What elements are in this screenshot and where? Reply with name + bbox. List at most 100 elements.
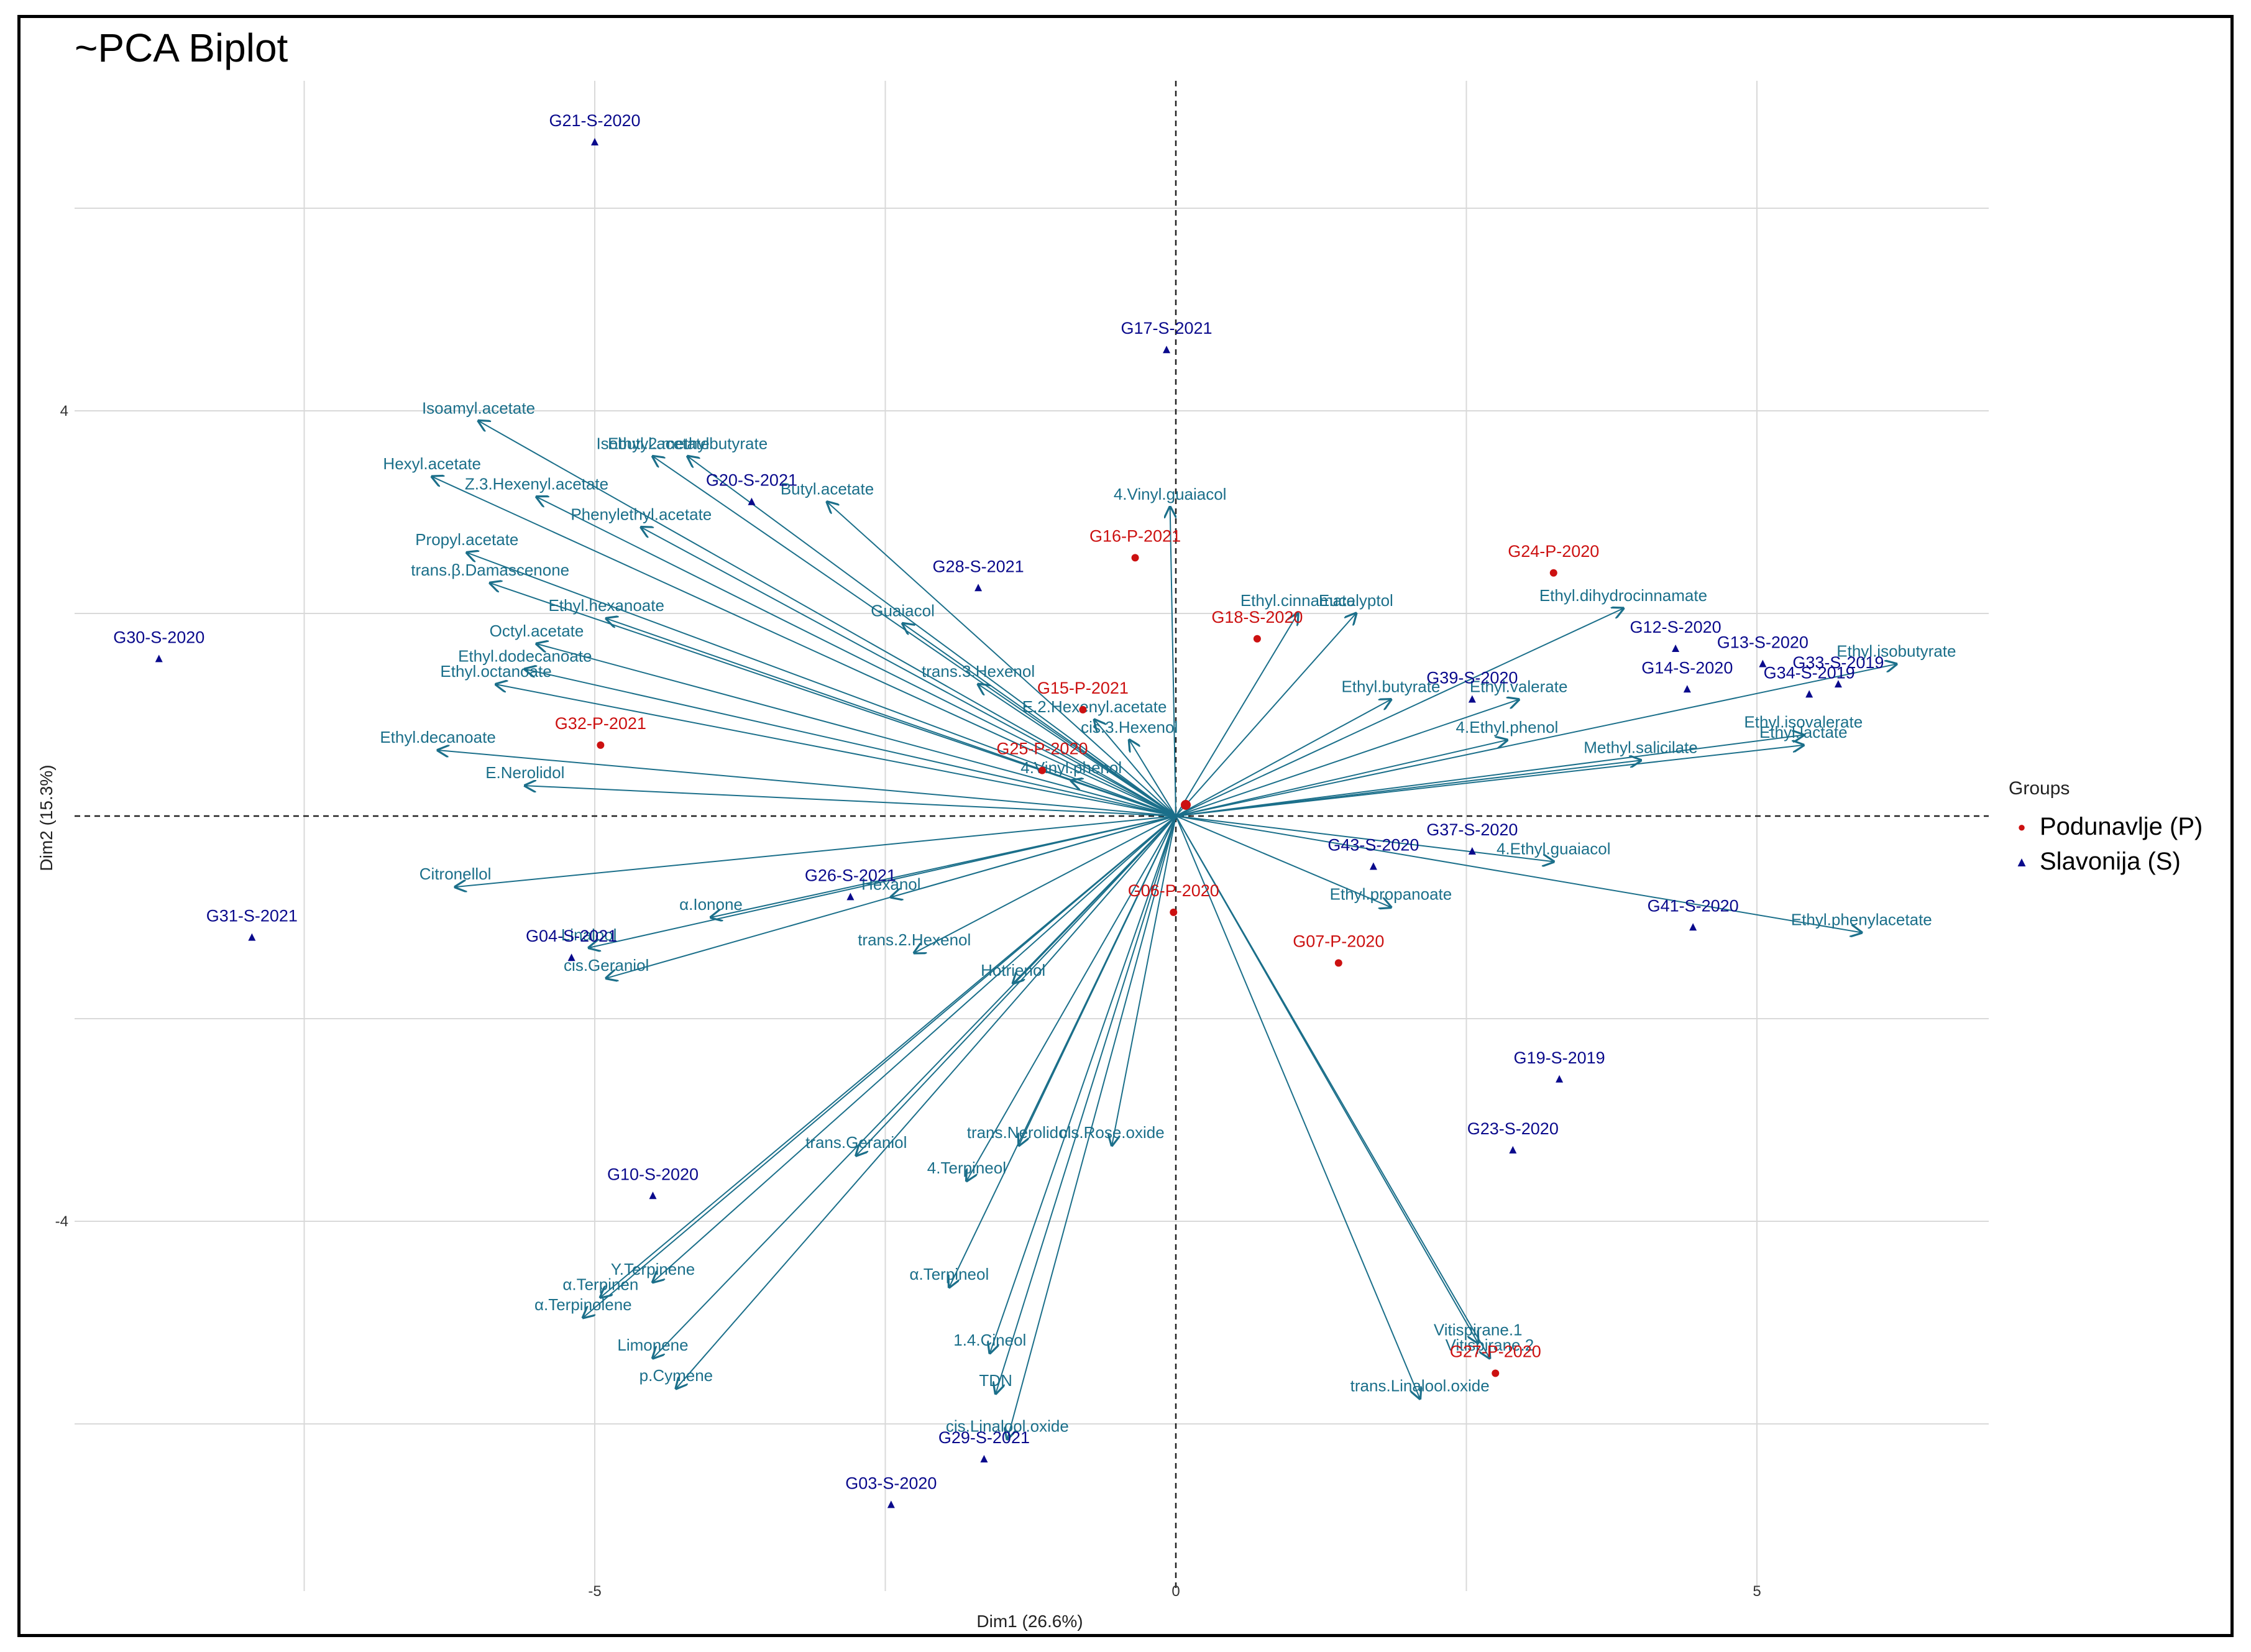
variable-label: Ethyl.isobutyrate xyxy=(1836,642,1956,661)
variable-label: Ethyl.decanoate xyxy=(380,728,495,746)
point-label: G20-S-2021 xyxy=(706,471,797,490)
variable-label: α.Terpinolene xyxy=(534,1295,632,1314)
x-axis-label: Dim1 (26.6%) xyxy=(976,1612,1083,1631)
point-label: G07-P-2020 xyxy=(1293,932,1384,950)
variable-arrow xyxy=(1175,815,1391,907)
variable-label: Ethyl.butyrate xyxy=(1341,677,1440,696)
variable-arrow xyxy=(1175,608,1623,817)
variable-label: trans.2.Hexenol xyxy=(858,930,971,949)
point-slavonija xyxy=(591,138,598,146)
variable-arrow xyxy=(1129,740,1176,817)
chart-title: ~PCA Biplot xyxy=(75,25,288,70)
variable-arrow xyxy=(914,815,1176,953)
variable-label: Linalool xyxy=(561,925,617,944)
variable-arrow xyxy=(1071,781,1176,817)
variable-arrow xyxy=(827,502,1176,817)
variable-label: E.Nerolidol xyxy=(485,763,564,782)
point-label: G37-S-2020 xyxy=(1426,820,1518,839)
variable-label: cis.3.Hexenol xyxy=(1081,718,1178,737)
variable-arrow xyxy=(966,815,1176,1181)
point-label: G39-S-2020 xyxy=(1426,669,1518,687)
variable-label: Vitispirane.2 xyxy=(1446,1336,1534,1354)
point-label: G33-S-2019 xyxy=(1792,653,1884,672)
point-slavonija xyxy=(980,1455,988,1463)
point-label: G15-P-2021 xyxy=(1037,679,1129,697)
group-centroid-podunavlje xyxy=(1181,800,1191,810)
variable-label: 1.4.Cineol xyxy=(953,1331,1026,1349)
point-slavonija xyxy=(887,1500,895,1508)
variable-arrow xyxy=(496,684,1176,817)
point-label: G21-S-2020 xyxy=(549,111,640,130)
x-tick-label: 0 xyxy=(1171,1583,1180,1600)
variable-label: 4.Terpineol xyxy=(927,1159,1006,1177)
point-slavonija xyxy=(1468,847,1476,855)
point-label: G19-S-2019 xyxy=(1514,1049,1605,1067)
point-label: G26-S-2021 xyxy=(805,866,896,884)
variable-arrow xyxy=(676,815,1176,1388)
variable-label: cis.Geraniol xyxy=(564,956,649,975)
variable-label: Isobutyl.acetate xyxy=(596,434,709,452)
variable-label: trans.Linalool.oxide xyxy=(1350,1376,1490,1395)
variable-label: Ethyl.propanoate xyxy=(1330,885,1452,904)
variable-label: Eucalyptol xyxy=(1319,591,1393,610)
variable-arrow xyxy=(525,786,1176,817)
variable-label: Ethyl.2.methylbutyrate xyxy=(608,434,768,452)
point-podunavlje xyxy=(597,741,605,749)
variable-label: Ethyl.cinnamate xyxy=(1240,591,1355,610)
point-slavonija xyxy=(846,893,855,901)
variable-arrow xyxy=(583,815,1176,1318)
point-label: G13-S-2020 xyxy=(1717,633,1809,652)
point-slavonija xyxy=(1689,923,1697,931)
point-slavonija xyxy=(1163,346,1171,354)
point-podunavlje xyxy=(1038,766,1046,774)
variable-arrow xyxy=(432,477,1176,817)
point-slavonija xyxy=(649,1191,657,1200)
variable-arrow xyxy=(1175,664,1896,817)
variable-arrow xyxy=(1175,700,1519,817)
triangle-icon: ▲ xyxy=(2015,853,2029,870)
point-label: G29-S-2021 xyxy=(938,1428,1030,1447)
variable-label: α.Ionone xyxy=(679,895,743,914)
variable-arrow xyxy=(1175,700,1391,817)
point-label: G03-S-2020 xyxy=(845,1474,937,1492)
variable-label: trans.Geraniol xyxy=(805,1133,907,1152)
variable-arrow xyxy=(856,815,1176,1155)
individual-points: G16-P-2021 G24-P-2020 G18-S-2020 G15-P-2021… xyxy=(113,111,1884,1508)
variable-arrow xyxy=(1175,815,1861,932)
variable-label: Citronellol xyxy=(419,865,492,883)
variable-label: Ethyl.valerate xyxy=(1470,677,1568,696)
point-podunavlje xyxy=(1131,554,1139,562)
y-tick-label: -4 xyxy=(55,1213,68,1230)
variable-arrow xyxy=(653,815,1176,1282)
point-slavonija xyxy=(974,584,983,592)
variable-label: Limonene xyxy=(617,1336,688,1354)
point-label: G41-S-2020 xyxy=(1648,896,1739,915)
point-label: G04-S-2021 xyxy=(526,927,617,945)
axes: -5 0 5 -4 4 xyxy=(55,81,1989,1600)
variable-label: Z.3.Hexenyl.acetate xyxy=(465,475,608,493)
point-label: G43-S-2020 xyxy=(1327,836,1419,855)
x-tick-label: 5 xyxy=(1753,1583,1761,1600)
x-tick-label: -5 xyxy=(588,1583,601,1600)
variable-arrow xyxy=(1007,815,1176,1439)
variable-label: 4.Vinyl.guaiacol xyxy=(1114,485,1227,503)
point-label: G10-S-2020 xyxy=(607,1165,699,1183)
point-podunavlje xyxy=(1549,569,1557,577)
variable-label: Hexyl.acetate xyxy=(383,454,481,473)
point-slavonija xyxy=(1369,862,1377,870)
variable-arrow xyxy=(525,669,1176,817)
point-label: G27-P-2020 xyxy=(1450,1342,1541,1361)
variable-arrow xyxy=(990,815,1176,1353)
variable-label: Ethyl.octanoate xyxy=(440,662,551,681)
variable-label: Isoamyl.acetate xyxy=(422,398,535,417)
point-slavonija xyxy=(1556,1075,1564,1083)
point-podunavlje xyxy=(1170,908,1178,916)
point-label: G16-P-2021 xyxy=(1089,526,1181,545)
legend-item-podunavlje: ● Podunavlje (P) xyxy=(2014,813,2203,841)
point-label: G30-S-2020 xyxy=(113,628,204,646)
variable-label: 4.Ethyl.phenol xyxy=(1456,718,1559,737)
variable-label: Ethyl.hexanoate xyxy=(548,596,664,615)
point-label: G24-P-2020 xyxy=(1508,542,1599,561)
grid-lines xyxy=(75,81,1989,1591)
